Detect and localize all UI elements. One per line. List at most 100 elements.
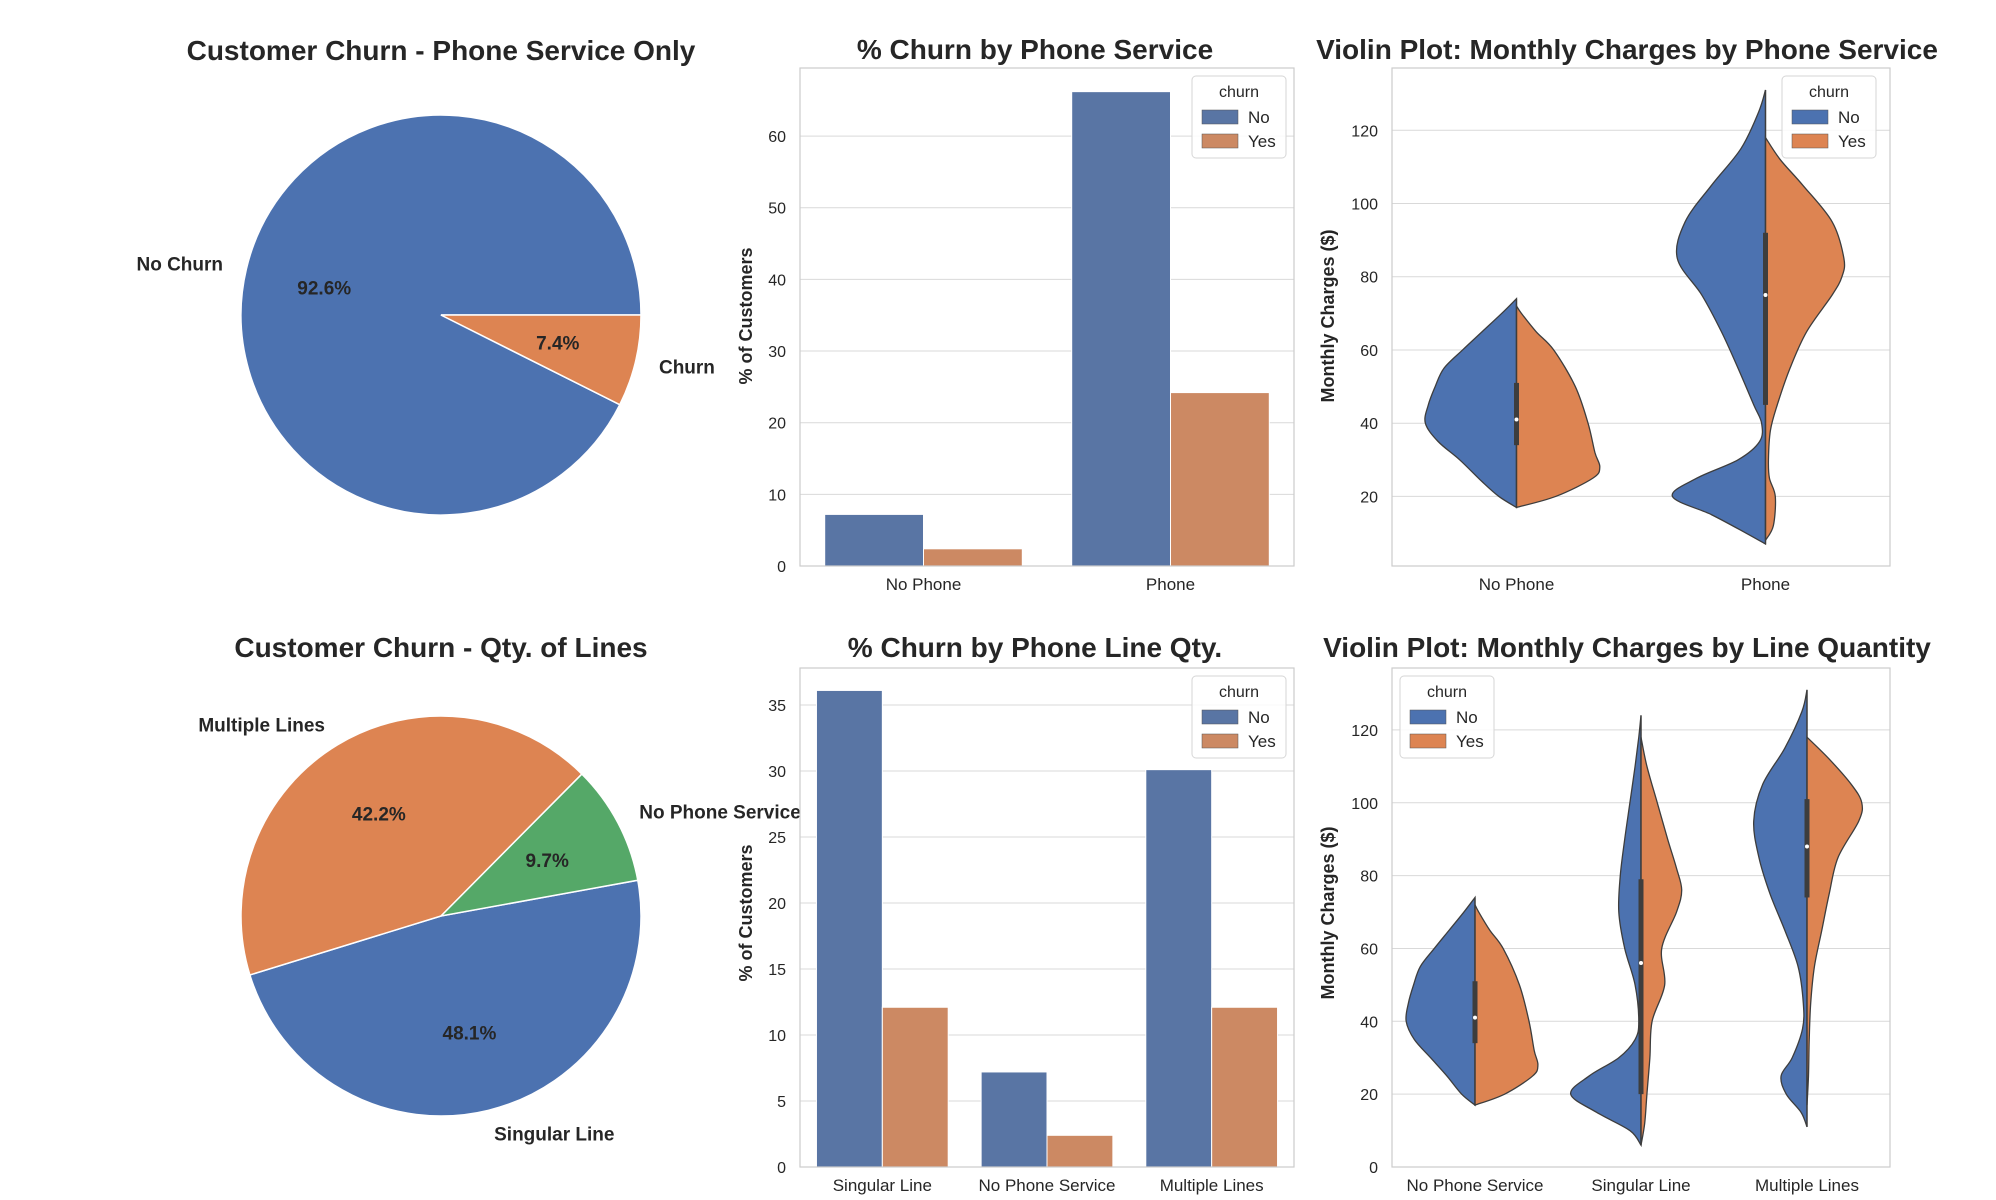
pie2-chart: 48.1% Singular Line 42.2% Multiple Lines 9.7… (198, 715, 801, 1146)
bar1-bar-yes-1 (1170, 392, 1270, 567)
bar2-bar-no-1 (980, 1071, 1048, 1168)
violin1-ytick-label: 60 (1360, 343, 1378, 360)
bar2-bar-no-0 (815, 689, 883, 1168)
violin1-chart: 20 40 60 80 100 120 No Phone Phone churn No Yes (1351, 67, 1891, 594)
bar2-ytick-label: 10 (768, 1028, 786, 1045)
bar2-title: % Churn by Phone Line Qty. (848, 632, 1222, 663)
bar2-legend-label-yes: Yes (1248, 732, 1276, 751)
bar1-ytick-label: 20 (768, 416, 786, 433)
pie2-pct-label-1: 42.2% (352, 804, 406, 825)
bar1-xtick-label: No Phone (886, 575, 962, 594)
violin1-violin-yes-0 (1515, 303, 1601, 509)
violin1-iqr-box-1 (1763, 232, 1768, 405)
violin2-xtick-label: Multiple Lines (1755, 1176, 1859, 1195)
bar1-legend-label-yes: Yes (1248, 132, 1276, 151)
violin1-ylabel: Monthly Charges ($) (1318, 229, 1338, 402)
pie2-slice-label-1: Multiple Lines (198, 715, 325, 736)
bar2-legend-swatch-no (1201, 709, 1239, 725)
violin1-violin-no-1 (1671, 89, 1767, 546)
bar2-ytick-label: 5 (777, 1094, 786, 1111)
bar1-ytick-label: 60 (768, 129, 786, 146)
bar2-ytick-label: 20 (768, 896, 786, 913)
bar1-ytick-label: 0 (777, 559, 786, 576)
bar1-legend-swatch-yes (1201, 133, 1239, 149)
bar2-ytick-label: 25 (768, 830, 786, 847)
violin1-ytick-label: 20 (1360, 489, 1378, 506)
pie2-slice-label-2: No Phone Service (639, 803, 801, 824)
bar1-title: % Churn by Phone Service (857, 34, 1213, 65)
violin1-median-0 (1514, 417, 1519, 422)
violin2-ylabel: Monthly Charges ($) (1318, 826, 1338, 999)
violin1-ytick-label: 80 (1360, 270, 1378, 287)
bar2-bar-no-2 (1145, 769, 1213, 1168)
bar2-ytick-label: 15 (768, 962, 786, 979)
pie2-slice-2 (438, 772, 639, 918)
violin2-chart: 0 20 40 60 80 100 120 No Phone Service Singular … (1351, 667, 1891, 1195)
violin1-violin-yes-1 (1764, 135, 1846, 541)
pie1-slice-label-0: No Churn (136, 254, 223, 275)
pie1-pct-label-1: 7.4% (536, 334, 579, 355)
pie1-slice-label-1: Churn (659, 358, 715, 379)
violin2-ytick-label: 120 (1351, 723, 1378, 740)
bar1-chart: 0 10 20 30 40 50 60 No Phone Phone churn No Yes (768, 67, 1295, 594)
violin2-ytick-label: 80 (1360, 869, 1378, 886)
violin1-iqr-box-0 (1514, 382, 1519, 446)
pie1-slice-1 (440, 314, 642, 406)
violin2-iqr-box-0 (1472, 981, 1478, 1044)
violin2-violin-no-2 (1753, 689, 1808, 1128)
bar2-legend: churn No Yes (1191, 675, 1287, 759)
violin2-ytick-label: 0 (1369, 1160, 1378, 1177)
violin2-legend-swatch-yes (1409, 733, 1447, 749)
violin1-legend: churn No Yes (1781, 75, 1877, 159)
bar2-xtick-label: Singular Line (833, 1176, 932, 1195)
violin2-legend: churn No Yes (1399, 675, 1495, 759)
pie2-slice-0 (248, 879, 642, 1117)
violin2-violin-yes-2 (1806, 735, 1864, 1106)
violin2-legend-label-no: No (1456, 708, 1478, 727)
violin2-legend-label-yes: Yes (1456, 732, 1484, 751)
violin2-legend-title: churn (1427, 684, 1467, 701)
violin2-iqr-box-1 (1638, 879, 1644, 1095)
bar2-ylabel: % of Customers (736, 844, 756, 981)
violin2-xtick-label: Singular Line (1591, 1176, 1690, 1195)
violin1-median-1 (1763, 293, 1768, 298)
pie1-slice-0 (240, 114, 642, 516)
violin1-title: Violin Plot: Monthly Charges by Phone Se… (1316, 34, 1938, 65)
pie1-chart: 92.6% No Churn 7.4% Churn (136, 114, 715, 516)
violin2-ytick-label: 100 (1351, 796, 1378, 813)
violin1-frame (1391, 67, 1891, 567)
violin1-ytick-label: 100 (1351, 196, 1378, 213)
violin1-legend-title: churn (1809, 84, 1849, 101)
bar1-ytick-label: 30 (768, 344, 786, 361)
violin2-ytick-label: 60 (1360, 941, 1378, 958)
violin2-median-1 (1639, 961, 1643, 966)
bar2-xtick-label: Multiple Lines (1160, 1176, 1264, 1195)
bar1-legend-title: churn (1219, 84, 1259, 101)
pie1-pct-label-0: 92.6% (297, 278, 351, 299)
bar2-ytick-label: 0 (777, 1160, 786, 1177)
bar1-frame (799, 67, 1295, 567)
violin1-ytick-label: 120 (1351, 123, 1378, 140)
bar2-bar-yes-0 (881, 1006, 949, 1168)
pie2-title: Customer Churn - Qty. of Lines (234, 632, 647, 663)
violin2-violin-yes-0 (1474, 904, 1539, 1107)
bar1-ytick-label: 40 (768, 272, 786, 289)
violin2-title: Violin Plot: Monthly Charges by Line Qua… (1323, 632, 1931, 663)
violin2-violin-no-0 (1405, 895, 1476, 1107)
bar2-legend-label-no: No (1248, 708, 1270, 727)
pie2-slice-1 (240, 715, 583, 976)
violin2-violin-no-1 (1570, 715, 1642, 1148)
violin1-violin-no-0 (1424, 297, 1518, 509)
violin2-violin-yes-1 (1640, 737, 1683, 1146)
violin2-ytick-label: 40 (1360, 1014, 1378, 1031)
bar1-ytick-label: 10 (768, 487, 786, 504)
bar1-bar-yes-0 (923, 548, 1023, 567)
violin2-median-2 (1805, 844, 1809, 849)
pie2-pct-label-0: 48.1% (443, 1024, 497, 1045)
bar1-ytick-label: 50 (768, 201, 786, 218)
bar1-legend-label-no: No (1248, 108, 1270, 127)
violin1-legend-swatch-no (1791, 109, 1829, 125)
bar2-xtick-label: No Phone Service (978, 1176, 1115, 1195)
pie2-slice-label-0: Singular Line (494, 1125, 614, 1146)
